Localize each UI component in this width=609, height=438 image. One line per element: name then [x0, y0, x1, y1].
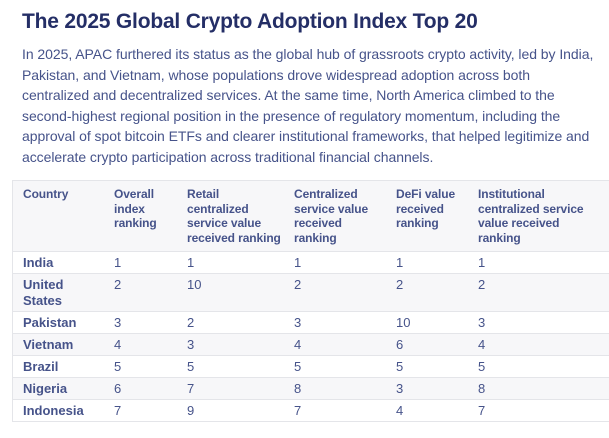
country-cell: Indonesia [12, 399, 104, 422]
ranking-cell: 5 [104, 355, 177, 378]
ranking-cell: 7 [284, 399, 386, 422]
column-header: Institutional centralized service value … [468, 180, 609, 252]
ranking-cell: 5 [468, 355, 609, 378]
column-header-label: DeFi value received ranking [396, 187, 456, 230]
ranking-cell: 3 [104, 311, 177, 334]
table-row: Brazil 5 5 5 5 5 [12, 355, 609, 378]
ranking-cell: 10 [177, 273, 284, 312]
column-header-label: Institutional centralized service value … [478, 187, 584, 245]
table-row: Indonesia 7 9 7 4 7 [12, 399, 609, 422]
ranking-cell: 1 [177, 251, 284, 274]
table-body: India 1 1 1 1 1 United States 2 10 2 2 2 Pakistan 3 2 3… [12, 251, 609, 422]
column-header: Centralized service value received ranki… [284, 180, 386, 252]
country-cell: Brazil [12, 355, 104, 378]
ranking-cell: 5 [386, 355, 468, 378]
ranking-cell: 4 [468, 333, 609, 356]
ranking-cell: 10 [386, 311, 468, 334]
ranking-cell: 2 [386, 273, 468, 312]
ranking-cell: 1 [386, 251, 468, 274]
column-header: Retail centralized service value receive… [177, 180, 284, 252]
ranking-cell: 1 [468, 251, 609, 274]
ranking-cell: 2 [177, 311, 284, 334]
country-cell: India [12, 251, 104, 274]
table-header-row: Country Overall index ranking Retail centr… [12, 180, 609, 252]
country-cell: United States [12, 273, 104, 312]
table-row: Pakistan 3 2 3 10 3 [12, 311, 609, 334]
column-header: DeFi value received ranking [386, 180, 468, 252]
column-header: Country [12, 180, 104, 252]
ranking-cell: 6 [386, 333, 468, 356]
ranking-cell: 3 [177, 333, 284, 356]
ranking-cell: 1 [104, 251, 177, 274]
ranking-cell: 7 [468, 399, 609, 422]
table-row: India 1 1 1 1 1 [12, 251, 609, 274]
ranking-cell: 5 [177, 355, 284, 378]
ranking-cell: 9 [177, 399, 284, 422]
column-header-label: Country [23, 187, 69, 201]
page-title: The 2025 Global Crypto Adoption Index To… [22, 10, 478, 33]
ranking-cell: 3 [468, 311, 609, 334]
ranking-cell: 2 [468, 273, 609, 312]
ranking-cell: 7 [104, 399, 177, 422]
country-cell: Nigeria [12, 377, 104, 400]
crypto-adoption-index-table: Country Overall index ranking Retail centr… [12, 180, 609, 422]
country-cell: Vietnam [12, 333, 104, 356]
table-row: Vietnam 4 3 4 6 4 [12, 333, 609, 356]
ranking-cell: 3 [284, 311, 386, 334]
ranking-cell: 4 [284, 333, 386, 356]
table-row: United States 2 10 2 2 2 [12, 273, 609, 312]
table-row: Nigeria 6 7 8 3 8 [12, 377, 609, 400]
ranking-cell: 1 [284, 251, 386, 274]
ranking-cell: 4 [386, 399, 468, 422]
intro-paragraph: In 2025, APAC furthered its status as th… [22, 46, 594, 165]
ranking-cell: 2 [284, 273, 386, 312]
ranking-cell: 5 [284, 355, 386, 378]
ranking-cell: 7 [177, 377, 284, 400]
column-header-label: Retail centralized service value receive… [187, 187, 281, 245]
column-header-label: Centralized service value received ranki… [294, 187, 369, 245]
column-header-label: Overall index ranking [114, 187, 157, 230]
ranking-cell: 8 [284, 377, 386, 400]
ranking-cell: 6 [104, 377, 177, 400]
ranking-cell: 4 [104, 333, 177, 356]
ranking-cell: 3 [386, 377, 468, 400]
column-header: Overall index ranking [104, 180, 177, 252]
table-header: Country Overall index ranking Retail centr… [12, 180, 609, 252]
ranking-cell: 2 [104, 273, 177, 312]
country-cell: Pakistan [12, 311, 104, 334]
ranking-cell: 8 [468, 377, 609, 400]
